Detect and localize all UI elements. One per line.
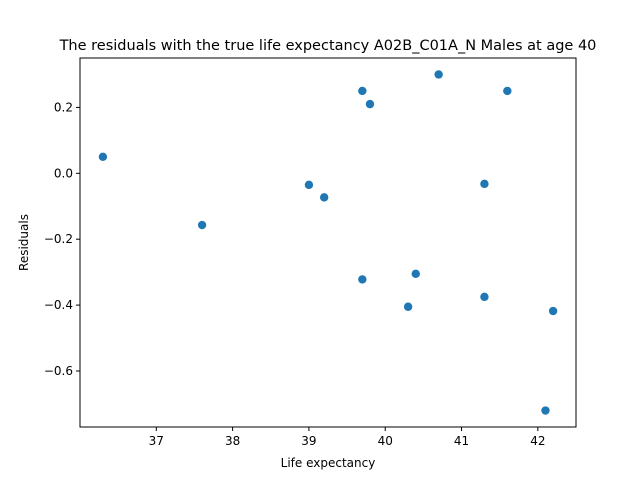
x-tick-label: 39 bbox=[301, 434, 316, 448]
data-point bbox=[197, 220, 207, 230]
x-tick-label: 40 bbox=[378, 434, 393, 448]
y-tick-label: 0.0 bbox=[54, 166, 73, 180]
data-point bbox=[548, 306, 558, 316]
data-point bbox=[319, 193, 329, 202]
data-point bbox=[358, 275, 367, 284]
data-point bbox=[541, 406, 550, 415]
data-point bbox=[403, 302, 413, 311]
data-point bbox=[480, 179, 489, 189]
data-point bbox=[358, 86, 367, 96]
data-point bbox=[304, 180, 314, 190]
data-point bbox=[411, 269, 420, 278]
x-tick-label: 37 bbox=[149, 434, 164, 448]
axis-ticks: 37 38 39 40 41 42 −0.6 −0.4 −0.2 0.0 0.2 bbox=[44, 100, 546, 448]
data-point bbox=[98, 152, 108, 162]
y-tick-label: −0.6 bbox=[44, 364, 73, 378]
chart-title: The residuals with the true life expecta… bbox=[59, 38, 597, 54]
data-point bbox=[434, 70, 443, 79]
data-point bbox=[365, 99, 375, 109]
y-tick-label: 0.2 bbox=[54, 100, 73, 114]
plot-frame bbox=[79, 57, 577, 428]
y-tick-label: −0.4 bbox=[44, 298, 73, 312]
data-point bbox=[503, 86, 512, 96]
data-point bbox=[480, 292, 489, 302]
x-tick-label: 42 bbox=[530, 434, 545, 448]
y-axis-label: Residuals bbox=[17, 214, 31, 271]
x-tick-label: 41 bbox=[454, 434, 469, 448]
x-axis-label: Life expectancy bbox=[281, 456, 376, 470]
data-points bbox=[98, 70, 558, 415]
x-tick-label: 38 bbox=[225, 434, 240, 448]
y-tick-label: −0.2 bbox=[44, 232, 73, 246]
